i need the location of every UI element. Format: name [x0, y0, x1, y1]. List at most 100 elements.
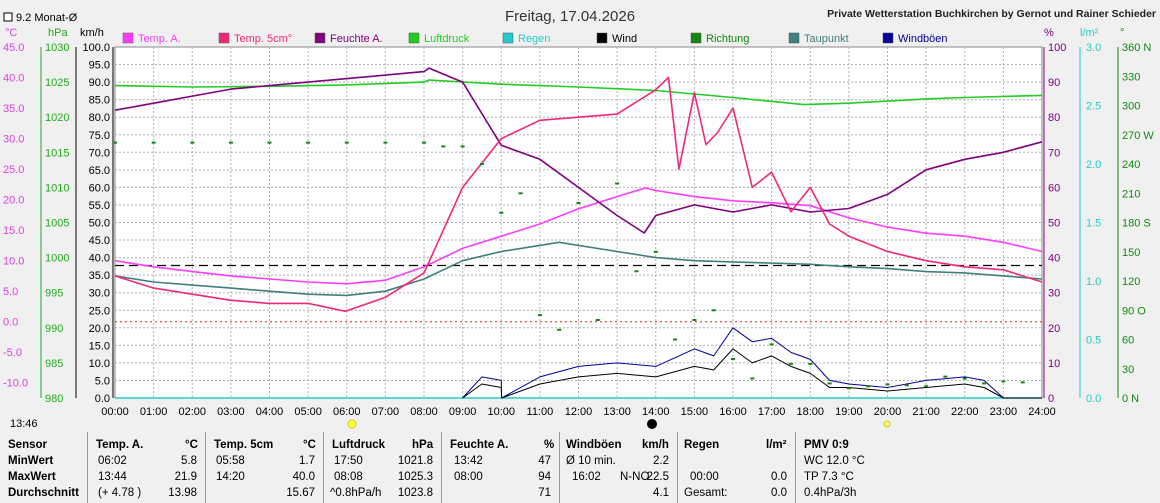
- press-max-time: 08:08: [334, 471, 363, 483]
- rain-tick-label: 2.0: [1086, 159, 1101, 171]
- row-label-min: MinWert: [8, 455, 54, 467]
- speed-tick-label: 0.0: [95, 393, 110, 405]
- header-pressure: Luftdruck: [332, 439, 386, 451]
- gust-min-val: 2.2: [653, 455, 669, 467]
- col-pmv: PMV 0:9 WC 12.0 °C TP 7.3 °C 0.4hPa/3h: [796, 432, 1160, 503]
- humidity-tick-label: 100: [1048, 42, 1066, 54]
- temp-a-max-val: 21.9: [174, 471, 197, 483]
- speed-tick-label: 25.0: [89, 305, 110, 317]
- x-tick-label: 06:00: [333, 406, 361, 418]
- temp5-max-val: 40.0: [292, 471, 315, 483]
- pressure-tick-label: 1015: [45, 147, 69, 159]
- direction-point: [576, 202, 581, 204]
- weather-chart: 9.2 Monat-Ø Freitag, 17.04.2026 Private …: [3, 8, 1156, 430]
- direction-point: [982, 382, 987, 385]
- direction-point: [788, 362, 793, 365]
- temp5-max-time: 14:20: [216, 471, 245, 483]
- speed-tick-label: 30.0: [89, 288, 110, 300]
- header-pressure-unit: hPa: [412, 439, 434, 451]
- gust-max-val: 22.5: [646, 471, 669, 483]
- station-name: Private Wetterstation Buchkirchen by Ger…: [827, 8, 1156, 20]
- legend-label: Feuchte A.: [330, 33, 383, 45]
- temp5-min-time: 05:58: [216, 455, 245, 467]
- temp-a-max-time: 13:44: [98, 471, 127, 483]
- direction-tick-label: 270 W: [1122, 130, 1154, 142]
- hum-max-time: 08:00: [454, 471, 483, 483]
- col-rain: Regen l/m² 00:00 0.0 Gesamt: 0.0: [678, 432, 796, 503]
- speed-tick-label: 45.0: [89, 235, 110, 247]
- chart-title: Freitag, 17.04.2026: [505, 8, 635, 25]
- avg-label: 9.2 Monat-Ø: [16, 12, 78, 24]
- humidity-tick-label: 70: [1048, 147, 1060, 159]
- speed-tick-label: 95.0: [89, 60, 110, 72]
- legend-label: Temp. A.: [138, 33, 181, 45]
- x-tick-label: 17:00: [758, 406, 786, 418]
- header-gusts: Windböen: [566, 439, 622, 451]
- col-pressure: Luftdruck hPa 17:50 1021.8 08:08 1025.3 …: [324, 432, 442, 503]
- x-tick-label: 13:00: [603, 406, 631, 418]
- direction-point: [228, 141, 233, 144]
- sunset-marker: [883, 420, 891, 428]
- header-humidity-unit: %: [544, 439, 555, 451]
- row-label-avg: Durchschnitt: [8, 487, 79, 499]
- humidity-tick-label: 40: [1048, 253, 1060, 265]
- x-tick-label: 21:00: [912, 406, 940, 418]
- current-time-marker: [647, 419, 657, 429]
- rain-tick-label: 0.0: [1086, 393, 1101, 405]
- pressure-tick-label: 1005: [45, 218, 69, 230]
- axes: 00:00 01:00 02:00 03:00 04:00 05:00 06:00 07:00…: [3, 42, 1154, 418]
- temp-tick-label: -10.0: [3, 378, 28, 390]
- temp-tick-label: 30.0: [3, 134, 24, 146]
- hum-avg-val: 71: [538, 487, 551, 499]
- speed-tick-label: 55.0: [89, 200, 110, 212]
- direction-point: [924, 385, 929, 388]
- humidity-tick-label: 50: [1048, 218, 1060, 230]
- humidity-tick-label: 0: [1048, 393, 1054, 405]
- direction-point: [1020, 381, 1025, 384]
- series-humidity: [114, 67, 1043, 234]
- direction-point: [885, 383, 890, 386]
- direction-tick-label: 360 N: [1122, 42, 1151, 54]
- direction-tick-label: 180 S: [1122, 218, 1151, 230]
- temp-tick-label: 10.0: [3, 256, 24, 268]
- x-tick-label: 02:00: [178, 406, 206, 418]
- pmv-line3: 0.4hPa/3h: [804, 487, 857, 499]
- x-tick-label: 23:00: [990, 406, 1018, 418]
- pressure-tick-label: 1000: [45, 253, 69, 265]
- gust-max-time: 16:02: [572, 471, 601, 483]
- legend-swatch: [408, 32, 420, 44]
- humidity-tick-label: 80: [1048, 112, 1060, 124]
- speed-tick-label: 10.0: [89, 358, 110, 370]
- x-tick-label: 03:00: [217, 406, 245, 418]
- unit-temp: °C: [5, 27, 17, 39]
- series-dewpoint: [114, 241, 1043, 297]
- unit-pressure: hPa: [48, 27, 68, 39]
- temp-tick-label: 15.0: [3, 225, 24, 237]
- pressure-tick-label: 1020: [45, 112, 69, 124]
- direction-tick-label: 60: [1122, 335, 1134, 347]
- direction-point: [190, 141, 195, 144]
- speed-tick-label: 65.0: [89, 165, 110, 177]
- speed-tick-label: 50.0: [89, 218, 110, 230]
- direction-point: [460, 145, 465, 148]
- x-tick-label: 14:00: [642, 406, 670, 418]
- legend-label: Temp. 5cm°: [234, 33, 292, 45]
- direction-point: [441, 145, 446, 148]
- direction-point: [943, 375, 948, 378]
- direction-tick-label: 330: [1122, 71, 1140, 83]
- direction-point: [750, 377, 755, 380]
- header-temp-a: Temp. A.: [96, 439, 144, 451]
- direction-point: [808, 362, 813, 365]
- press-min-val: 1021.8: [397, 455, 433, 467]
- legend-swatch: [596, 32, 608, 44]
- pressure-tick-label: 985: [45, 358, 63, 370]
- pressure-tick-label: 980: [45, 393, 63, 405]
- press-avg-extra: ^0.8hPa/h: [330, 487, 382, 499]
- hum-min-time: 13:42: [454, 455, 483, 467]
- temp-tick-label: 25.0: [3, 164, 24, 176]
- sunrise-marker: [347, 419, 357, 429]
- x-tick-label: 19:00: [835, 406, 863, 418]
- unit-humidity: %: [1044, 27, 1054, 39]
- direction-point: [673, 338, 678, 341]
- temp-tick-label: 0.0: [3, 317, 18, 329]
